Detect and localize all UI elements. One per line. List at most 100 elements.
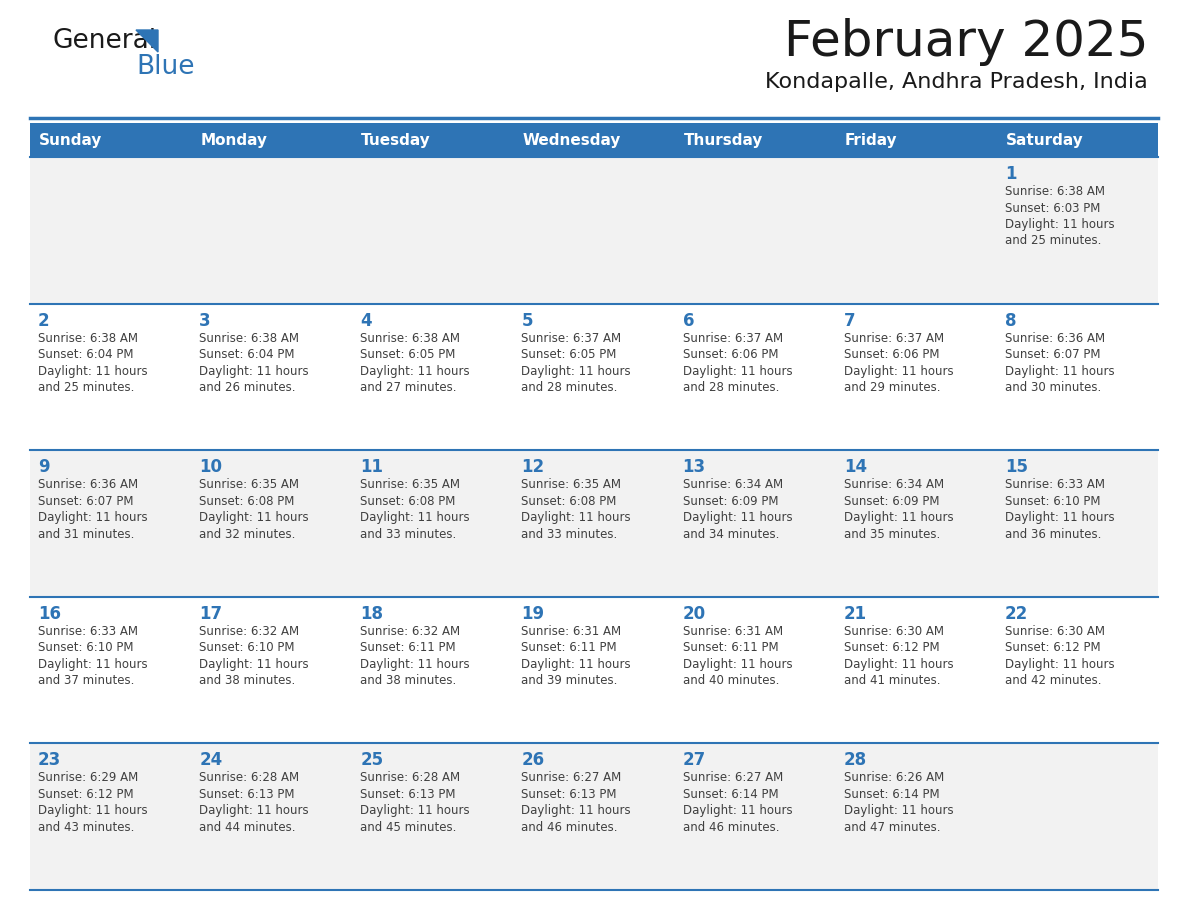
Text: and 27 minutes.: and 27 minutes.	[360, 381, 456, 394]
Text: and 32 minutes.: and 32 minutes.	[200, 528, 296, 541]
Text: Sunrise: 6:30 AM: Sunrise: 6:30 AM	[1005, 625, 1105, 638]
Text: and 45 minutes.: and 45 minutes.	[360, 821, 456, 834]
Text: Sunrise: 6:32 AM: Sunrise: 6:32 AM	[360, 625, 461, 638]
Text: Sunset: 6:12 PM: Sunset: 6:12 PM	[843, 642, 940, 655]
Text: Sunday: Sunday	[39, 132, 102, 148]
Text: and 39 minutes.: and 39 minutes.	[522, 675, 618, 688]
Text: Daylight: 11 hours: Daylight: 11 hours	[843, 364, 953, 377]
Text: 25: 25	[360, 752, 384, 769]
Text: Daylight: 11 hours: Daylight: 11 hours	[360, 658, 470, 671]
Text: Sunset: 6:13 PM: Sunset: 6:13 PM	[200, 788, 295, 800]
Text: and 41 minutes.: and 41 minutes.	[843, 675, 940, 688]
Text: Sunset: 6:07 PM: Sunset: 6:07 PM	[38, 495, 133, 508]
Text: Daylight: 11 hours: Daylight: 11 hours	[843, 804, 953, 817]
Text: Daylight: 11 hours: Daylight: 11 hours	[360, 804, 470, 817]
Text: 24: 24	[200, 752, 222, 769]
Text: 21: 21	[843, 605, 867, 622]
Text: Sunset: 6:11 PM: Sunset: 6:11 PM	[522, 642, 617, 655]
Text: Sunset: 6:12 PM: Sunset: 6:12 PM	[38, 788, 133, 800]
Text: Sunrise: 6:31 AM: Sunrise: 6:31 AM	[683, 625, 783, 638]
Text: Sunrise: 6:32 AM: Sunrise: 6:32 AM	[200, 625, 299, 638]
Text: 1: 1	[1005, 165, 1017, 183]
Text: and 38 minutes.: and 38 minutes.	[360, 675, 456, 688]
Text: and 46 minutes.: and 46 minutes.	[522, 821, 618, 834]
Text: Sunset: 6:08 PM: Sunset: 6:08 PM	[522, 495, 617, 508]
Text: Daylight: 11 hours: Daylight: 11 hours	[38, 364, 147, 377]
Text: and 35 minutes.: and 35 minutes.	[843, 528, 940, 541]
Text: 6: 6	[683, 311, 694, 330]
Text: Sunset: 6:13 PM: Sunset: 6:13 PM	[522, 788, 617, 800]
Bar	[30, 304, 1158, 450]
Text: Daylight: 11 hours: Daylight: 11 hours	[683, 511, 792, 524]
Text: 17: 17	[200, 605, 222, 622]
Text: 23: 23	[38, 752, 62, 769]
Text: Daylight: 11 hours: Daylight: 11 hours	[38, 511, 147, 524]
Text: Sunset: 6:11 PM: Sunset: 6:11 PM	[683, 642, 778, 655]
Text: 12: 12	[522, 458, 544, 476]
Text: Sunset: 6:04 PM: Sunset: 6:04 PM	[200, 348, 295, 361]
Text: Daylight: 11 hours: Daylight: 11 hours	[200, 658, 309, 671]
Text: Daylight: 11 hours: Daylight: 11 hours	[843, 658, 953, 671]
Text: and 37 minutes.: and 37 minutes.	[38, 675, 134, 688]
Text: Saturday: Saturday	[1006, 132, 1083, 148]
Text: Sunset: 6:09 PM: Sunset: 6:09 PM	[843, 495, 940, 508]
Text: Daylight: 11 hours: Daylight: 11 hours	[683, 804, 792, 817]
Bar	[30, 744, 1158, 890]
Text: Sunrise: 6:30 AM: Sunrise: 6:30 AM	[843, 625, 943, 638]
Text: Sunrise: 6:38 AM: Sunrise: 6:38 AM	[360, 331, 460, 344]
Text: and 46 minutes.: and 46 minutes.	[683, 821, 779, 834]
Text: 10: 10	[200, 458, 222, 476]
Text: Sunrise: 6:37 AM: Sunrise: 6:37 AM	[522, 331, 621, 344]
Text: Sunrise: 6:35 AM: Sunrise: 6:35 AM	[200, 478, 299, 491]
Text: Sunset: 6:12 PM: Sunset: 6:12 PM	[1005, 642, 1100, 655]
Text: Sunset: 6:13 PM: Sunset: 6:13 PM	[360, 788, 456, 800]
Text: Daylight: 11 hours: Daylight: 11 hours	[38, 804, 147, 817]
Text: Wednesday: Wednesday	[523, 132, 621, 148]
Text: Sunrise: 6:33 AM: Sunrise: 6:33 AM	[38, 625, 138, 638]
Text: and 42 minutes.: and 42 minutes.	[1005, 675, 1101, 688]
Text: Monday: Monday	[200, 132, 267, 148]
Text: Sunset: 6:10 PM: Sunset: 6:10 PM	[200, 642, 295, 655]
Text: Daylight: 11 hours: Daylight: 11 hours	[683, 658, 792, 671]
Text: 15: 15	[1005, 458, 1028, 476]
Text: and 33 minutes.: and 33 minutes.	[522, 528, 618, 541]
Text: Daylight: 11 hours: Daylight: 11 hours	[522, 658, 631, 671]
Text: Sunrise: 6:33 AM: Sunrise: 6:33 AM	[1005, 478, 1105, 491]
Text: Daylight: 11 hours: Daylight: 11 hours	[522, 364, 631, 377]
Text: General: General	[52, 28, 156, 54]
Text: Sunset: 6:04 PM: Sunset: 6:04 PM	[38, 348, 133, 361]
Text: Sunset: 6:06 PM: Sunset: 6:06 PM	[843, 348, 940, 361]
Text: Sunset: 6:08 PM: Sunset: 6:08 PM	[360, 495, 456, 508]
Text: Daylight: 11 hours: Daylight: 11 hours	[360, 511, 470, 524]
Text: Sunrise: 6:29 AM: Sunrise: 6:29 AM	[38, 771, 138, 784]
Text: Sunrise: 6:37 AM: Sunrise: 6:37 AM	[683, 331, 783, 344]
Text: Sunrise: 6:36 AM: Sunrise: 6:36 AM	[38, 478, 138, 491]
Text: Daylight: 11 hours: Daylight: 11 hours	[843, 511, 953, 524]
Text: Daylight: 11 hours: Daylight: 11 hours	[200, 804, 309, 817]
Text: Sunset: 6:03 PM: Sunset: 6:03 PM	[1005, 201, 1100, 215]
Text: and 29 minutes.: and 29 minutes.	[843, 381, 940, 394]
Text: Sunrise: 6:31 AM: Sunrise: 6:31 AM	[522, 625, 621, 638]
Text: Sunrise: 6:27 AM: Sunrise: 6:27 AM	[522, 771, 621, 784]
Text: and 33 minutes.: and 33 minutes.	[360, 528, 456, 541]
Text: and 40 minutes.: and 40 minutes.	[683, 675, 779, 688]
Bar	[30, 597, 1158, 744]
Text: and 28 minutes.: and 28 minutes.	[683, 381, 779, 394]
Text: Sunrise: 6:37 AM: Sunrise: 6:37 AM	[843, 331, 943, 344]
Bar	[30, 157, 1158, 304]
Text: 13: 13	[683, 458, 706, 476]
Text: and 36 minutes.: and 36 minutes.	[1005, 528, 1101, 541]
Text: 20: 20	[683, 605, 706, 622]
Text: Sunrise: 6:26 AM: Sunrise: 6:26 AM	[843, 771, 944, 784]
Text: Sunset: 6:14 PM: Sunset: 6:14 PM	[683, 788, 778, 800]
Text: Sunrise: 6:35 AM: Sunrise: 6:35 AM	[360, 478, 460, 491]
Text: and 34 minutes.: and 34 minutes.	[683, 528, 779, 541]
Text: Sunrise: 6:28 AM: Sunrise: 6:28 AM	[360, 771, 461, 784]
Text: 26: 26	[522, 752, 544, 769]
Text: and 31 minutes.: and 31 minutes.	[38, 528, 134, 541]
Text: Sunset: 6:14 PM: Sunset: 6:14 PM	[843, 788, 940, 800]
Text: Daylight: 11 hours: Daylight: 11 hours	[522, 804, 631, 817]
Text: 27: 27	[683, 752, 706, 769]
Text: Daylight: 11 hours: Daylight: 11 hours	[683, 364, 792, 377]
Text: Daylight: 11 hours: Daylight: 11 hours	[1005, 364, 1114, 377]
